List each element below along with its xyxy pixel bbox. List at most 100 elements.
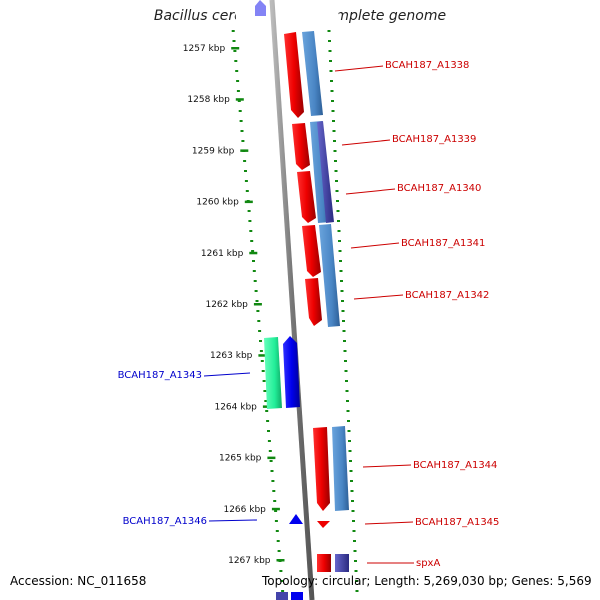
gene-label-bcah187-a1344[interactable]: BCAH187_A1344	[362, 460, 497, 471]
partial-feature-top[interactable]	[255, 0, 266, 16]
features[interactable]	[255, 0, 349, 600]
tick-label: 1263 kbp	[210, 351, 253, 361]
ruler-dot-right	[336, 210, 340, 212]
partial-feature-bottom-1[interactable]	[276, 592, 288, 600]
gene-label-bcah187-a1341[interactable]: BCAH187_A1341	[350, 238, 485, 249]
ruler-dot-left	[274, 510, 278, 512]
gene-name[interactable]: spxA	[416, 558, 440, 569]
cds-arrow-a1345[interactable]	[317, 521, 330, 528]
ruler-dot-left	[264, 400, 268, 402]
gene-name[interactable]: BCAH187_A1343	[118, 370, 202, 381]
gene-label-bcah187-a1345[interactable]: BCAH187_A1345	[364, 517, 499, 528]
gene-label-bcah187-a1346[interactable]: BCAH187_A1346	[123, 516, 258, 527]
cds-arrow-a1339[interactable]	[292, 123, 310, 170]
gene-name[interactable]: BCAH187_A1340	[397, 183, 481, 194]
ruler-dot-left	[261, 370, 265, 372]
accession-label: Accession: NC_011658	[10, 574, 147, 588]
cds-box-spxa[interactable]	[317, 554, 331, 572]
cds-arrow-a1346[interactable]	[289, 514, 303, 524]
ruler-dot-left	[238, 110, 242, 112]
gene-name[interactable]: BCAH187_A1346	[123, 516, 207, 527]
gene-name[interactable]: BCAH187_A1344	[413, 460, 497, 471]
ruler-dot-right	[336, 200, 339, 202]
tick-mark	[249, 251, 258, 255]
feature-bar-a1338[interactable]	[302, 31, 323, 116]
leader-line	[362, 464, 412, 468]
ruler-dot-left	[253, 280, 257, 282]
gene-label-bcah187-a1339[interactable]: BCAH187_A1339	[341, 134, 476, 146]
ruler-dot-left	[267, 440, 271, 442]
gene-name[interactable]: BCAH187_A1345	[415, 517, 499, 528]
ruler-dot-left	[281, 590, 285, 592]
ruler-dot-left	[275, 530, 279, 532]
ruler-dot-right	[333, 150, 337, 152]
ruler-dot-left	[243, 160, 247, 162]
tick-mark	[244, 200, 253, 204]
cds-arrow-a1340[interactable]	[297, 171, 316, 223]
gene-label-bcah187-a1338[interactable]: BCAH187_A1338	[334, 60, 469, 72]
ruler-dot-left	[234, 60, 238, 62]
ruler-dot-right	[355, 580, 358, 582]
feature-bar-a1343[interactable]	[264, 337, 282, 409]
ruler-dot-left	[248, 220, 252, 222]
leader-line	[208, 519, 258, 522]
ruler-dot-left	[237, 100, 241, 102]
ruler-dot-left	[265, 410, 269, 412]
gene-name[interactable]: BCAH187_A1338	[385, 60, 469, 71]
ruler-dot-right	[352, 520, 355, 522]
gene-name[interactable]: BCAH187_A1342	[405, 290, 489, 301]
ruler-dot-left	[270, 470, 274, 472]
ruler-dot-right	[331, 100, 334, 102]
tick-mark	[267, 456, 276, 460]
partial-feature-bottom-2[interactable]	[291, 592, 303, 600]
ruler-dot-left	[251, 250, 255, 252]
kbp-ticks: 1257 kbp 1258 kbp 1259 kbp 1260 kbp 1261 kbp…	[183, 44, 285, 566]
ruler-dot-right	[337, 220, 340, 222]
gene-label-spxa[interactable]: spxA	[367, 558, 440, 569]
feature-bar-a1339-dark[interactable]	[317, 121, 334, 223]
ruler-dot-right	[344, 370, 348, 372]
ruler-dot-left	[255, 300, 259, 302]
tick-mark	[253, 303, 262, 306]
ruler-dot-right	[351, 500, 354, 502]
feature-bar-a1344[interactable]	[332, 426, 349, 511]
ruler-dot-left	[276, 540, 280, 542]
tick-label: 1267 kbp	[228, 556, 271, 566]
ruler-dot-right	[348, 450, 352, 452]
ruler-dot-right	[345, 390, 349, 392]
feature-box-spxa[interactable]	[335, 554, 349, 572]
gene-label-bcah187-a1343[interactable]: BCAH187_A1343	[118, 370, 251, 381]
gene-label-bcah187-a1340[interactable]: BCAH187_A1340	[345, 183, 481, 195]
cds-arrow-a1341[interactable]	[302, 225, 321, 277]
ruler-dot-right	[342, 330, 346, 332]
gene-label-bcah187-a1342[interactable]: BCAH187_A1342	[353, 290, 489, 301]
cds-arrow-a1342[interactable]	[305, 278, 322, 326]
ruler-dot-right	[345, 380, 348, 382]
tick-mark	[235, 98, 244, 101]
ruler-dot-right	[334, 160, 337, 162]
gene-name[interactable]: BCAH187_A1341	[401, 238, 485, 249]
leader-line	[350, 242, 400, 249]
leader-line	[203, 372, 251, 377]
ruler-dot-right	[348, 440, 351, 442]
ruler-dot-right	[339, 270, 343, 272]
gene-name[interactable]: BCAH187_A1339	[392, 134, 476, 145]
ruler-dot-right	[354, 560, 357, 562]
ruler-dot-right	[341, 310, 345, 312]
cds-arrow-a1344[interactable]	[313, 427, 330, 511]
gene-labels[interactable]: BCAH187_A1338 BCAH187_A1339 BCAH187_A1340 B…	[118, 60, 500, 569]
topology-label: Topology: circular; Length: 5,269,030 bp…	[262, 574, 592, 588]
feature-bar-a1341[interactable]	[319, 224, 340, 327]
cds-arrow-a1343[interactable]	[283, 336, 300, 408]
ruler-dot-right	[354, 570, 358, 572]
ruler-dot-right	[332, 130, 336, 132]
cds-arrow-a1338[interactable]	[284, 32, 304, 118]
ruler-dot-left	[268, 450, 272, 452]
ruler-dot-left	[277, 550, 281, 552]
ruler-dot-right	[338, 250, 342, 252]
ruler-dot-right	[343, 350, 347, 352]
ruler-dot-right	[329, 70, 333, 72]
tick-label: 1266 kbp	[223, 505, 266, 515]
